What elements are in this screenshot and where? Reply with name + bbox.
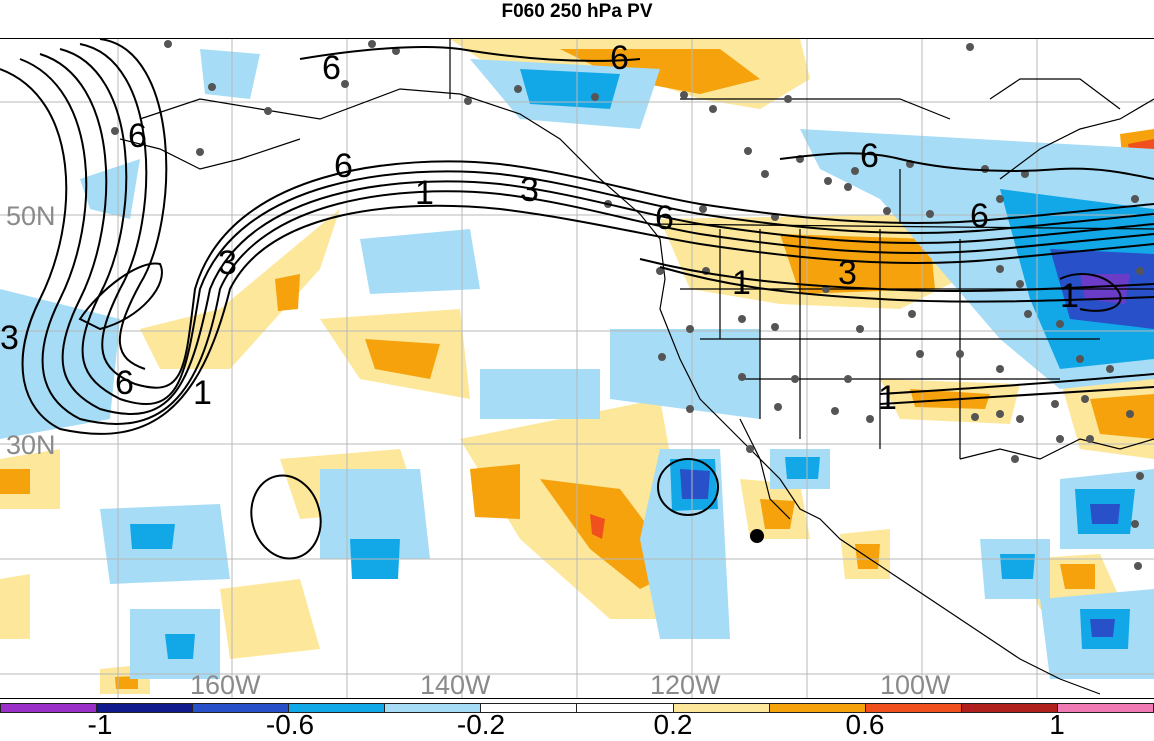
colorbar-label: -0.2 [456,709,506,740]
colorbar-swatch [961,704,1058,712]
colorbar-labels: -1 -0.6 -0.2 0.2 0.6 1 [0,709,1154,740]
contour-label: 6 [322,49,341,87]
lon-label-100w: 100W [880,670,951,698]
chart-title: F060 250 hPa PV [501,1,653,22]
pv-contours [0,39,1154,560]
contour-label: 6 [334,147,353,185]
colorbar-swatch [673,704,770,712]
contour-label: 3 [838,254,857,292]
colorbar-swatch [1,704,98,712]
contour-label: 6 [115,364,134,402]
contour-label: 1 [415,174,434,212]
colorbar-label: 1 [1049,709,1065,740]
colorbar-swatch [385,704,482,712]
colorbar-swatch [481,704,578,712]
contour-label: 1 [1060,277,1079,315]
storm-center-marker [750,529,764,543]
contour-label: 6 [860,137,879,175]
contour-label: 6 [970,197,989,235]
colorbar [0,703,1154,713]
contour-label: 3 [0,319,19,357]
contour-label: 6 [128,117,147,155]
contour-label: 1 [193,374,212,412]
colorbar-swatch [769,704,866,712]
colorbar-swatch [289,704,386,712]
colorbar-swatch [193,704,290,712]
colorbar-swatch [865,704,962,712]
lon-label-140w: 140W [420,670,491,698]
colorbar-swatch [1057,704,1153,712]
colorbar-label: 0.6 [845,709,885,740]
station-dots [111,40,1144,570]
lat-label-50n: 50N [6,201,56,231]
contour-labels: 6 6 6 6 6 6 6 1 3 3 1 3 6 1 1 1 3 [0,39,1079,417]
contour-label: 3 [218,244,237,282]
lat-label-30n: 30N [6,430,56,460]
contour-label: 3 [520,171,539,209]
contour-label: 6 [610,39,629,77]
contour-label: 1 [732,264,751,302]
colorbar-swatch [577,704,674,712]
colorbar-label: -0.6 [265,709,315,740]
lon-label-160w: 160W [190,670,261,698]
lon-label-120w: 120W [650,670,721,698]
coastlines-and-borders [119,39,1154,695]
contour-label: 1 [878,379,897,417]
positive-anomaly-shading [0,39,1154,694]
negative-anomaly-shading [0,49,1154,679]
contour-label: 6 [655,199,674,237]
colorbar-label: -1 [87,709,113,740]
pv-map: 6 6 6 6 6 6 6 1 3 3 1 3 6 1 1 1 3 50N 30… [0,38,1154,699]
colorbar-swatch [97,704,194,712]
lat-lon-grid [0,39,1154,698]
colorbar-label: 0.2 [653,709,693,740]
map-canvas: 6 6 6 6 6 6 6 1 3 3 1 3 6 1 1 1 3 50N 30… [0,39,1154,698]
